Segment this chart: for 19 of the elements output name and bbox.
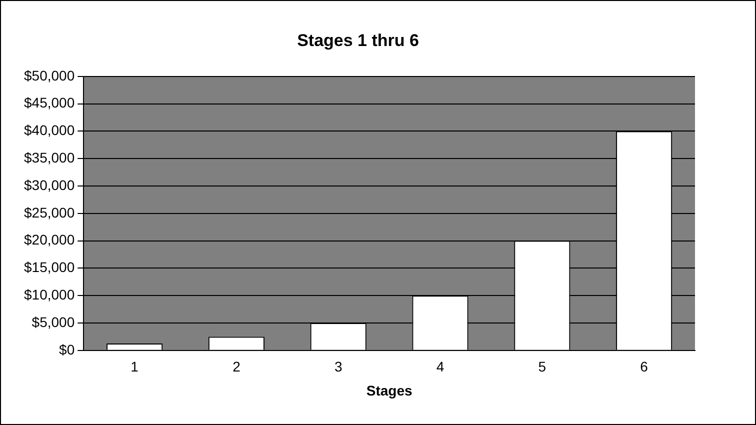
- x-tick-label: 3: [334, 358, 342, 375]
- y-tick-label: $15,000: [24, 259, 75, 276]
- y-tick-label: $5,000: [32, 314, 75, 330]
- y-tick-label: $30,000: [24, 176, 75, 193]
- y-tick-label: $40,000: [24, 122, 75, 138]
- y-tick-label: $0: [59, 341, 75, 358]
- x-axis-title: Stages: [366, 382, 412, 398]
- x-tick-label: 6: [640, 358, 648, 375]
- chart-title: Stages 1 thru 6: [297, 30, 419, 50]
- x-tick-label: 5: [538, 358, 546, 375]
- x-tick-label: 4: [436, 358, 444, 375]
- y-tick-label: $50,000: [24, 67, 75, 84]
- y-tick-label: $10,000: [24, 286, 75, 302]
- y-tick-label: $45,000: [24, 94, 75, 111]
- y-tick-label: $20,000: [24, 232, 75, 248]
- x-tick-label: 2: [232, 358, 241, 375]
- y-tick-label: $25,000: [24, 204, 75, 220]
- x-tick-label: 1: [130, 358, 139, 375]
- y-tick-label: $35,000: [24, 149, 75, 166]
